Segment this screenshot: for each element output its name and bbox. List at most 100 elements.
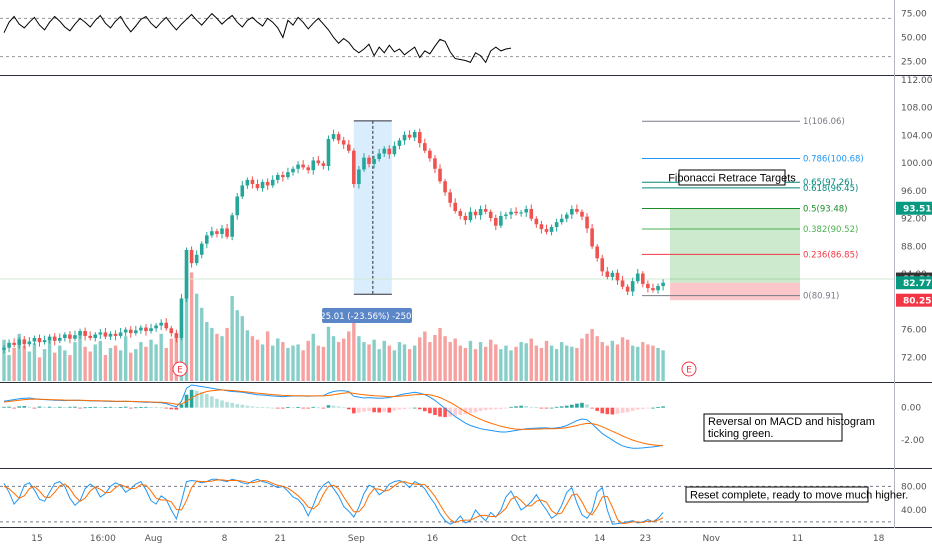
x-tick-label: Sep xyxy=(348,534,365,544)
candle-body xyxy=(504,214,508,216)
volume-bar xyxy=(565,345,569,381)
candle-body xyxy=(311,160,316,171)
volume-bar xyxy=(407,349,412,381)
y-tick-label: 104.00 xyxy=(901,131,932,141)
candle-body xyxy=(392,145,397,155)
volume-bar xyxy=(47,338,52,381)
candle-body xyxy=(605,271,610,277)
candle-body xyxy=(281,175,285,178)
candle-body xyxy=(397,140,402,146)
candle-body xyxy=(68,334,72,339)
volume-bar xyxy=(88,351,92,381)
candle-body xyxy=(539,224,544,230)
volume-bar xyxy=(372,339,376,381)
candle-body xyxy=(179,298,184,338)
fib-level-label: 0.236(86.85) xyxy=(803,250,858,260)
volume-bar xyxy=(17,333,21,381)
price-axis[interactable]: 75.00 50.00 25.00 112.00 108.00 104.00 100.00 9… xyxy=(896,10,932,516)
volume-bar xyxy=(316,345,321,381)
macd-note-box[interactable]: Reversal on MACD and histogram ticking g… xyxy=(703,413,878,442)
candle-body xyxy=(235,196,240,216)
position-profit-zone xyxy=(670,208,800,283)
macd-histogram-bar xyxy=(128,407,133,409)
time-axis[interactable]: 15 16:00 Aug 8 21 Sep 16 Oct 14 23 Nov 11 18 xyxy=(31,534,884,544)
x-tick-label: 11 xyxy=(792,534,803,544)
volume-bar xyxy=(189,272,194,381)
candle-body xyxy=(564,214,569,219)
price-badge-label: 93.51 xyxy=(903,204,931,214)
macd-histogram-bar xyxy=(42,406,47,408)
volume-bar xyxy=(311,333,315,381)
candle-body xyxy=(27,341,32,345)
candle-body xyxy=(210,231,214,236)
volume-bar xyxy=(489,339,493,381)
fib-level-label: 0.65(97.26) xyxy=(803,178,853,188)
x-tick-label: 16:00 xyxy=(90,534,116,544)
candle-body xyxy=(346,144,351,151)
volume-bar xyxy=(570,346,574,381)
y-tick-label: 108.00 xyxy=(901,104,932,114)
macd-histogram-bar xyxy=(134,407,138,409)
candle-body xyxy=(331,134,336,139)
stoch-note-box[interactable]: Reset complete, ready to move much highe… xyxy=(685,486,908,503)
position-loss-zone xyxy=(670,282,800,301)
candle-body xyxy=(57,338,62,341)
x-tick-label: Oct xyxy=(511,534,527,544)
candle-body xyxy=(488,211,493,219)
macd-histogram-bar xyxy=(52,407,57,408)
volume-bar xyxy=(281,342,285,381)
candle-body xyxy=(615,272,620,281)
volume-bar xyxy=(636,346,640,381)
candle-body xyxy=(159,322,163,326)
candle-body xyxy=(590,228,594,247)
candle-body xyxy=(600,258,605,272)
y-tick-label: 50.00 xyxy=(901,34,927,44)
macd-note-text: Reversal on MACD and histogram ticking g… xyxy=(708,416,878,440)
macd-signal-line xyxy=(3,389,664,447)
macd-histogram-bar xyxy=(367,407,371,411)
candle-body xyxy=(524,209,529,213)
y-tick-label: 25.00 xyxy=(901,57,927,67)
fib-title-box[interactable]: Fibonacci Retrace Targets xyxy=(668,169,796,186)
macd-histogram-bar xyxy=(194,390,199,408)
volume-bar xyxy=(205,322,209,381)
price-badge xyxy=(896,201,932,215)
volume-bar xyxy=(7,355,11,381)
volume-bar xyxy=(651,345,655,381)
macd-histogram-bar xyxy=(220,400,224,408)
candle-body xyxy=(270,179,275,186)
macd-histogram-bar xyxy=(346,407,351,410)
candle-body xyxy=(215,231,219,234)
macd-histogram-bar xyxy=(139,407,143,408)
macd-histogram-bar xyxy=(63,407,67,408)
macd-histogram-bar xyxy=(499,407,503,409)
volume-bar xyxy=(458,345,462,381)
macd-histogram-bar xyxy=(12,407,16,409)
macd-histogram-bar xyxy=(149,407,153,408)
volume-bar xyxy=(402,344,407,381)
candle-body xyxy=(250,179,255,185)
candle-body xyxy=(108,333,113,337)
volume-bar xyxy=(149,339,153,381)
volume-bar xyxy=(580,338,584,381)
volume-bar xyxy=(387,345,392,381)
volume-bar xyxy=(412,345,417,381)
volume-bar xyxy=(58,345,62,381)
macd-histogram-bar xyxy=(291,407,295,409)
macd-histogram-bar xyxy=(509,406,513,408)
macd-histogram-bar xyxy=(68,406,72,408)
candle-body xyxy=(2,347,6,350)
macd-histogram-bar xyxy=(281,407,285,409)
macd-histogram-bar xyxy=(635,407,640,410)
macd-histogram-bar xyxy=(169,407,174,410)
macd-histogram-bar xyxy=(534,407,539,408)
fib-level-label: 0.382(90.52) xyxy=(803,225,858,235)
volume-bar xyxy=(595,336,599,381)
candle-body xyxy=(98,332,103,335)
measure-label[interactable]: -25.01 (-23.56%) -2501 xyxy=(317,308,417,323)
stoch-d-line xyxy=(3,479,664,525)
candle-body xyxy=(585,216,589,229)
macd-histogram-bar xyxy=(438,407,442,417)
